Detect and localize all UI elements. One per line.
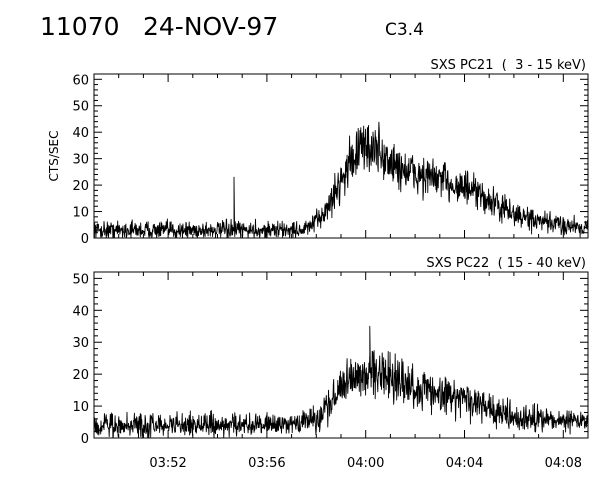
plot-frame-2 bbox=[93, 271, 589, 439]
x-tick-label: 04:00 bbox=[347, 456, 384, 471]
event-date: 24-NOV-97 bbox=[143, 12, 279, 41]
x-tick-label: 04:04 bbox=[446, 456, 483, 471]
panel-title-1: SXS PC21 ( 3 - 15 keV) bbox=[430, 58, 586, 73]
y-tick-label: 30 bbox=[72, 336, 89, 351]
event-id: 11070 bbox=[40, 12, 120, 41]
x-tick-label: 03:56 bbox=[248, 456, 285, 471]
y-tick-label: 50 bbox=[72, 100, 89, 115]
lightcurve-series-1 bbox=[93, 121, 589, 239]
y-tick-label: 60 bbox=[72, 73, 89, 88]
panel-title-2: SXS PC22 ( 15 - 40 keV) bbox=[426, 256, 586, 271]
flare-class: C3.4 bbox=[385, 20, 424, 40]
y-tick-label: 0 bbox=[81, 232, 89, 247]
y-tick-label: 20 bbox=[72, 179, 89, 194]
y-tick-label: 40 bbox=[72, 126, 89, 141]
y-tick-label: 40 bbox=[72, 304, 89, 319]
y-tick-label: 0 bbox=[81, 432, 89, 447]
y-tick-label: 10 bbox=[72, 206, 89, 221]
x-tick-label: 03:52 bbox=[149, 456, 186, 471]
y-axis-label: CTS/SEC bbox=[47, 131, 61, 182]
y-tick-label: 20 bbox=[72, 368, 89, 383]
y-tick-label: 50 bbox=[72, 272, 89, 287]
y-tick-label: 30 bbox=[72, 153, 89, 168]
x-tick-label: 04:08 bbox=[545, 456, 582, 471]
y-tick-label: 10 bbox=[72, 400, 89, 415]
lightcurve-series-2 bbox=[93, 325, 589, 439]
